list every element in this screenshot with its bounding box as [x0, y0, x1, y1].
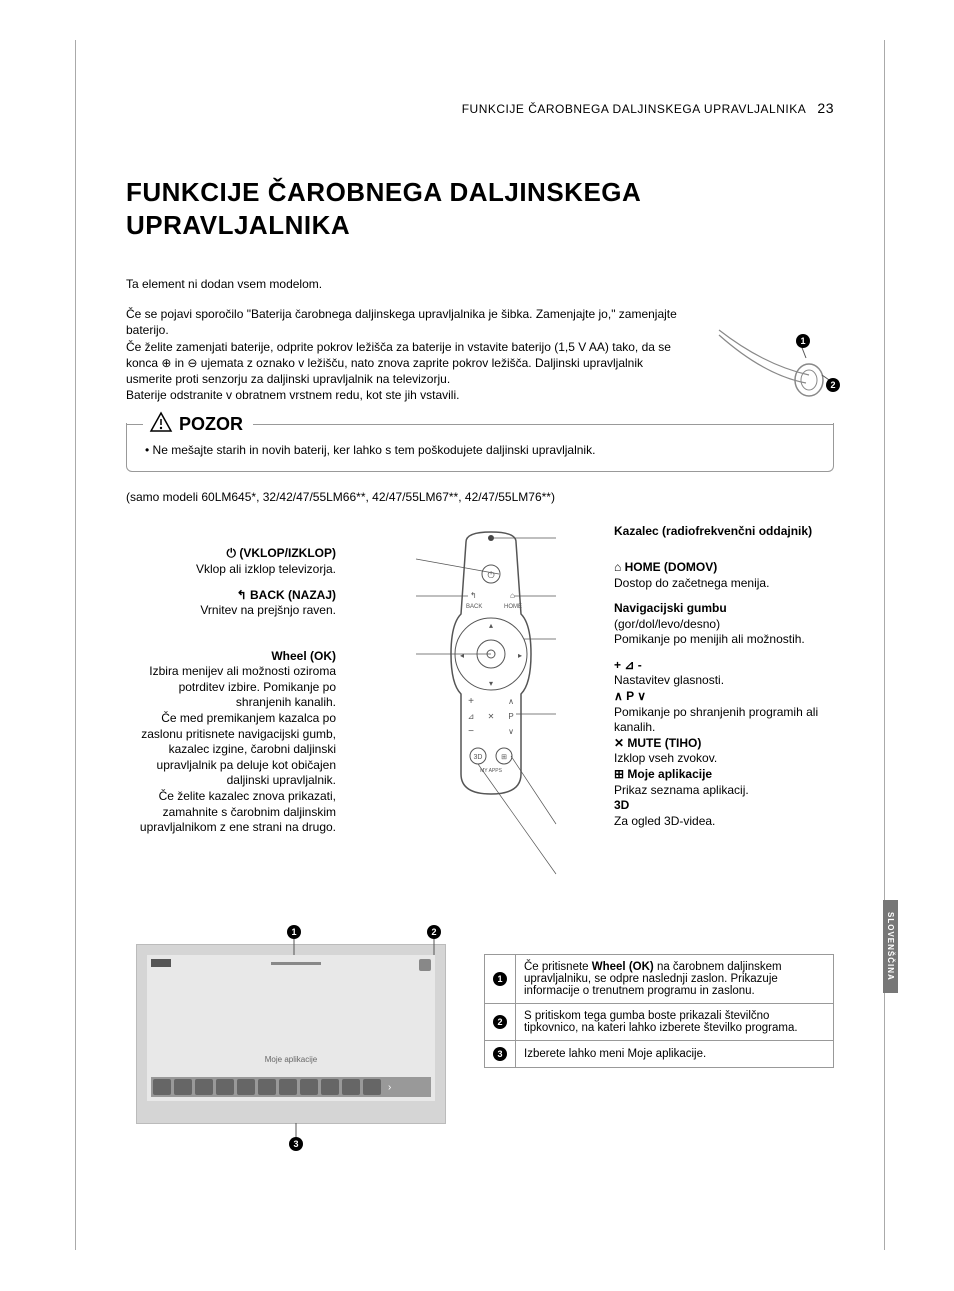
tv-callout-1: 1 — [287, 925, 301, 939]
label-vol-body: Nastavitev glasnosti. — [614, 673, 834, 689]
label-p-title: ∧ P ∨ — [614, 689, 834, 705]
tv-screenshot: Moje aplikacije › 1 2 3 — [136, 944, 446, 1124]
svg-text:3D: 3D — [474, 754, 483, 761]
label-p-body: Pomikanje po shranjenih programih ali ka… — [614, 705, 834, 736]
intro-1: Ta element ni dodan vsem modelom. — [126, 276, 834, 292]
label-wheel-body: Izbira menijev ali možnosti oziroma potr… — [126, 664, 336, 836]
caution-body: • Ne mešajte starih in novih baterij, ke… — [145, 443, 815, 457]
label-apps-body: Prikaz seznama aplikacij. — [614, 783, 834, 799]
labels-left: ⏻ (VKLOP/IZKLOP) Vklop ali izklop televi… — [126, 524, 336, 846]
label-3d-title: 3D — [614, 798, 834, 814]
label-vol-title: + ⊿ - — [614, 658, 834, 674]
caution-box: POZOR • Ne mešajte starih in novih bater… — [126, 423, 834, 472]
svg-text:∧: ∧ — [508, 697, 514, 706]
language-tab: SLOVENŠČINA — [883, 900, 898, 993]
caution-title: POZOR — [179, 414, 243, 435]
svg-text:✕: ✕ — [488, 712, 495, 721]
svg-text:⏻: ⏻ — [487, 570, 494, 580]
row-3-text: Izberete lahko meni Moje aplikacije. — [516, 1041, 834, 1068]
labels-right: Kazalec (radiofrekvenčni oddajnik) ⌂ HOM… — [614, 524, 834, 839]
svg-text:∨: ∨ — [508, 727, 514, 736]
label-mute-title: ✕ MUTE (TIHO) — [614, 736, 834, 752]
bottom-section: Moje aplikacije › 1 2 3 1 Če pritisnete … — [126, 944, 834, 1154]
callout-2-icon: 2 — [826, 378, 840, 392]
header: FUNKCIJE ČAROBNEGA DALJINSKEGA UPRAVLJAL… — [126, 100, 834, 116]
svg-text:⊞: ⊞ — [501, 754, 507, 761]
label-nav-body: Pomikanje po menijih ali možnostih. — [614, 632, 834, 648]
battery-diagram: 1 2 — [714, 320, 834, 410]
svg-text:HOME: HOME — [504, 604, 522, 610]
label-power-body: Vklop ali izklop televizorja. — [126, 562, 336, 578]
row-1-icon: 1 — [493, 972, 507, 986]
page-title: FUNKCIJE ČAROBNEGA DALJINSKEGA UPRAVLJAL… — [126, 176, 834, 241]
svg-text:▸: ▸ — [518, 651, 522, 660]
svg-text:P: P — [508, 712, 513, 721]
label-pointer-title: Kazalec (radiofrekvenčni oddajnik) — [614, 524, 834, 540]
label-back-title: ↰ BACK (NAZAJ) — [126, 588, 336, 604]
label-mute-body: Izklop vseh zvokov. — [614, 751, 834, 767]
svg-text:⌂: ⌂ — [510, 591, 515, 600]
tv-callout-2: 2 — [427, 925, 441, 939]
intro-2: Če se pojavi sporočilo "Baterija čarobne… — [126, 306, 686, 403]
remote-diagram: ⏻ ↰ BACK ⌂ HOME ▴ ▾ ◂ ▸ + ∧ ⊿ ✕ P − ∨ 3D… — [406, 524, 576, 914]
svg-text:◂: ◂ — [460, 651, 464, 660]
tv-app-bar: › — [151, 1077, 431, 1097]
page: FUNKCIJE ČAROBNEGA DALJINSKEGA UPRAVLJAL… — [75, 40, 885, 1250]
description-table: 1 Če pritisnete Wheel (OK) na čarobnem d… — [484, 954, 834, 1068]
svg-text:+: + — [468, 696, 474, 707]
svg-text:▾: ▾ — [489, 679, 493, 688]
caution-icon — [149, 411, 173, 438]
svg-text:↰: ↰ — [470, 591, 477, 600]
label-home-title: ⌂ HOME (DOMOV) — [614, 560, 834, 576]
tv-callout-3: 3 — [289, 1137, 303, 1151]
label-3d-body: Za ogled 3D-videa. — [614, 814, 834, 830]
models-note: (samo modeli 60LM645*, 32/42/47/55LM66**… — [126, 490, 834, 504]
svg-text:−: − — [468, 726, 474, 737]
remote-section: ⏻ (VKLOP/IZKLOP) Vklop ali izklop televi… — [126, 524, 834, 924]
label-home-body: Dostop do začetnega menija. — [614, 576, 834, 592]
label-wheel-title: Wheel (OK) — [126, 649, 336, 665]
callout-1-icon: 1 — [796, 334, 810, 348]
row-1-text: Če pritisnete Wheel (OK) na čarobnem dal… — [516, 955, 834, 1004]
svg-text:▴: ▴ — [489, 621, 493, 630]
page-number: 23 — [817, 100, 834, 116]
svg-text:⊿: ⊿ — [468, 712, 475, 721]
label-apps-title: ⊞ Moje aplikacije — [614, 767, 834, 783]
row-2-text: S pritiskom tega gumba boste prikazali š… — [516, 1004, 834, 1041]
tv-app-label: Moje aplikacije — [147, 1055, 435, 1064]
header-breadcrumb: FUNKCIJE ČAROBNEGA DALJINSKEGA UPRAVLJAL… — [462, 102, 806, 116]
label-power-title: ⏻ (VKLOP/IZKLOP) — [126, 546, 336, 562]
label-back-body: Vrnitev na prejšnjo raven. — [126, 603, 336, 619]
svg-text:BACK: BACK — [466, 604, 482, 610]
label-nav-title: Navigacijski gumbu (gor/dol/levo/desno) — [614, 601, 834, 632]
svg-text:MY APPS: MY APPS — [480, 768, 503, 774]
row-3-icon: 3 — [493, 1047, 507, 1061]
row-2-icon: 2 — [493, 1015, 507, 1029]
